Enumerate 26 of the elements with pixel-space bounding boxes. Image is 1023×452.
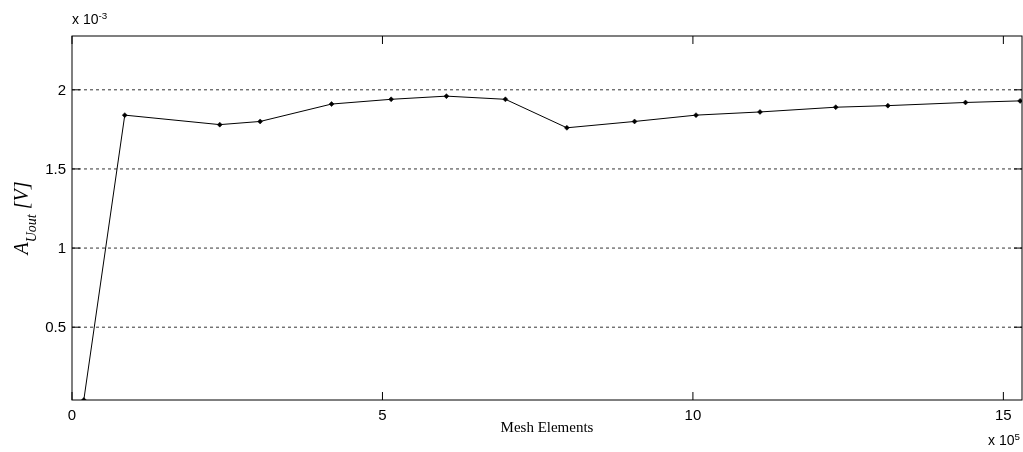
point [443,93,450,99]
point [502,96,509,103]
point [757,109,763,115]
point [257,118,263,125]
y-tick-label: 1.5 [45,159,66,177]
x-tick-label: 15 [995,406,1012,423]
point [693,112,699,118]
point [388,96,394,103]
point [217,121,223,128]
point [631,118,638,125]
point [832,104,839,110]
x-tick-label: 10 [684,406,702,423]
point [885,102,891,109]
point [1017,98,1022,104]
point [962,99,969,106]
point [564,125,570,131]
y-tick-label: 1 [57,239,66,257]
text: x 10$^{-3}$ [72,9,108,27]
y-tick-label: 2 [57,80,66,98]
x-tick-label: 5 [378,406,387,423]
point [122,112,128,118]
text: x 10$^{5}$ [988,430,1021,448]
point [328,101,335,107]
x-tick-label: 0 [67,406,77,423]
x-axis-title: Mesh Elements [500,419,594,435]
y-tick-label: 0.5 [45,318,66,336]
